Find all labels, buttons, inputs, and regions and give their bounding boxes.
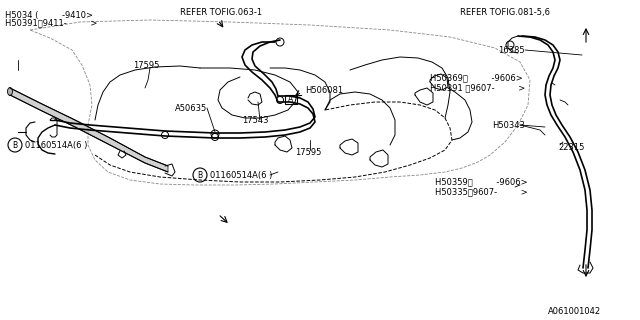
Circle shape (8, 138, 22, 152)
Text: B: B (197, 171, 203, 180)
Text: 01160514A(6 ): 01160514A(6 ) (25, 140, 88, 149)
Text: B: B (12, 140, 17, 149)
Text: 16385: 16385 (498, 45, 525, 54)
Circle shape (193, 168, 207, 182)
Text: 22315: 22315 (558, 142, 584, 151)
Text: 17595: 17595 (295, 148, 321, 156)
Text: H50359〨         -9606>: H50359〨 -9606> (435, 178, 527, 187)
Text: A061001042: A061001042 (548, 308, 601, 316)
Text: H5034 (         -9410>: H5034 ( -9410> (5, 11, 93, 20)
Text: H50335〨9607-         >: H50335〨9607- > (435, 188, 528, 196)
Text: A: A (289, 95, 294, 104)
Text: REFER TOFIG.081-5,6: REFER TOFIG.081-5,6 (460, 7, 550, 17)
FancyBboxPatch shape (285, 95, 297, 104)
Ellipse shape (8, 87, 13, 95)
Text: A50635: A50635 (175, 103, 207, 113)
Text: 01160514A(6 ): 01160514A(6 ) (210, 171, 273, 180)
Text: H50369〨         -9606>: H50369〨 -9606> (430, 74, 523, 83)
Text: 17595: 17595 (133, 60, 159, 69)
Text: H50391〨9411-         >: H50391〨9411- > (5, 19, 97, 28)
Text: H506081: H506081 (305, 85, 343, 94)
Text: 17543: 17543 (242, 116, 269, 124)
Polygon shape (10, 88, 168, 172)
Text: H50343: H50343 (492, 121, 525, 130)
Text: H50391 〨9607-         >: H50391 〨9607- > (430, 84, 525, 92)
Text: REFER TOFIG.063-1: REFER TOFIG.063-1 (180, 7, 262, 17)
